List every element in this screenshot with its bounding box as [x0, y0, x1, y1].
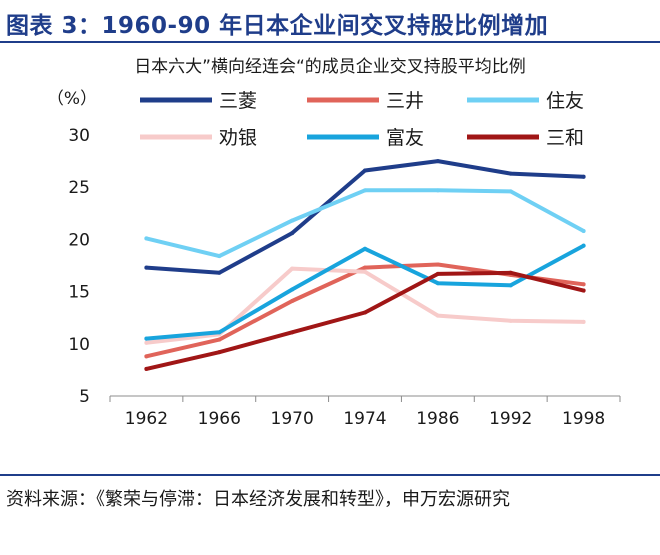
x-tick-label: 1966 — [198, 409, 241, 429]
footer-divider — [0, 474, 660, 476]
data-point — [435, 262, 440, 267]
data-point — [144, 366, 149, 371]
data-point — [581, 282, 586, 287]
data-point — [581, 243, 586, 248]
data-point — [144, 236, 149, 241]
x-tick-label: 1992 — [489, 409, 532, 429]
data-point — [581, 174, 586, 179]
y-tick-label: 10 — [68, 335, 90, 355]
x-tick-label: 1974 — [343, 409, 386, 429]
x-tick-label: 1998 — [562, 409, 605, 429]
data-point — [290, 231, 295, 236]
data-point — [581, 288, 586, 293]
data-point — [435, 159, 440, 164]
legend-label: 富友 — [386, 127, 424, 149]
data-point — [363, 168, 367, 173]
data-point — [217, 350, 222, 355]
data-point — [144, 354, 149, 359]
data-point — [508, 283, 513, 288]
x-tick-label: 1962 — [125, 409, 168, 429]
line-chart: （%） 5 10 15 20 25 30 1962 1966 1970 1974 1986 1992 19… — [47, 89, 621, 429]
source-note: 资料来源：《繁荣与停滞：日本经济发展和转型》，申万宏源研究 — [6, 489, 510, 510]
y-tick-label: 25 — [68, 178, 90, 198]
data-point — [290, 266, 295, 271]
legend-label: 三井 — [386, 90, 424, 112]
data-point — [144, 265, 149, 270]
data-point — [435, 313, 440, 318]
data-point — [363, 269, 367, 274]
data-point — [217, 330, 222, 335]
data-point — [363, 188, 367, 193]
page-title: 图表 3：1960-90 年日本企业间交叉持股比例增加 — [6, 13, 549, 39]
data-point — [217, 254, 222, 259]
data-point — [508, 270, 513, 275]
data-point — [144, 340, 149, 345]
data-point — [363, 246, 367, 251]
data-point — [290, 330, 295, 335]
data-point — [435, 188, 440, 193]
y-axis-unit: （%） — [47, 89, 97, 109]
data-point — [363, 310, 367, 315]
x-tick-label: 1986 — [416, 409, 459, 429]
data-point — [581, 319, 586, 324]
header-divider — [0, 41, 660, 43]
y-tick-label: 15 — [68, 283, 90, 303]
legend-label: 住友 — [546, 90, 584, 112]
x-tick-label: 1970 — [271, 409, 314, 429]
y-tick-label: 5 — [79, 387, 90, 407]
data-point — [508, 189, 513, 194]
data-point — [508, 171, 513, 176]
y-tick-label: 30 — [68, 126, 90, 146]
data-point — [435, 271, 440, 276]
series-line-3 — [144, 188, 586, 259]
data-point — [290, 287, 295, 292]
data-point — [217, 270, 222, 275]
data-point — [290, 298, 295, 303]
data-point — [144, 336, 149, 341]
legend-label: 三菱 — [219, 90, 257, 112]
legend-label: 三和 — [546, 127, 584, 149]
data-point — [508, 318, 513, 323]
chart-title: 日本六大”横向经连会“的成员企业交叉持股平均比例 — [134, 57, 526, 77]
data-point — [581, 229, 586, 234]
data-point — [217, 337, 222, 342]
legend-label: 劝银 — [219, 127, 257, 149]
data-point — [290, 218, 295, 223]
y-tick-label: 20 — [68, 230, 90, 250]
data-point — [363, 265, 367, 270]
series-line-5 — [144, 243, 586, 341]
data-point — [435, 281, 440, 286]
